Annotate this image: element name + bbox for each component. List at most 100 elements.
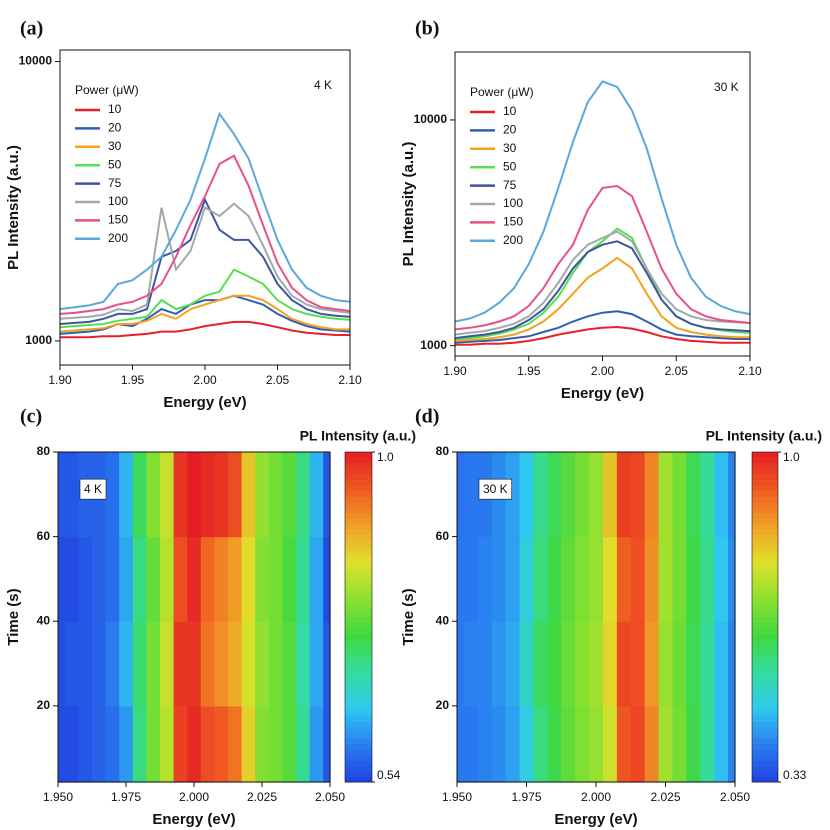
colorbar-segment — [345, 699, 372, 706]
x-tick-label: 2.10 — [338, 373, 362, 387]
colorbar-segment — [345, 661, 372, 667]
series-line — [59, 268, 351, 329]
heat-cell — [282, 536, 297, 622]
x-tick-label: 1.95 — [121, 373, 145, 387]
heat-cell — [214, 621, 229, 707]
heat-cell — [589, 705, 604, 783]
heat-cell — [658, 452, 674, 538]
heat-cell — [616, 452, 632, 538]
heat-cell — [268, 705, 283, 783]
series-line — [454, 310, 750, 344]
series-line — [59, 111, 351, 311]
heat-cell — [491, 536, 507, 622]
colorbar-segment — [345, 754, 372, 761]
heat-cell — [92, 705, 107, 783]
colorbar-title: PL Intensity (a.u.) — [706, 428, 822, 444]
heat-cell — [241, 536, 256, 622]
heat-cell — [173, 452, 188, 538]
legend-title: Power (μW) — [470, 85, 534, 99]
colorbar-tick-label: 0.33 — [783, 768, 807, 782]
legend-label: 75 — [108, 176, 122, 190]
colorbar-segment — [345, 589, 372, 596]
heat-cell — [672, 705, 687, 783]
colorbar-segment — [345, 501, 372, 508]
colorbar-segment — [752, 573, 778, 579]
heat-cell — [296, 705, 311, 783]
heat-cell — [119, 536, 134, 622]
x-tick-label: 1.975 — [111, 790, 141, 804]
heat-cell — [309, 621, 324, 707]
heat-cell — [323, 536, 331, 622]
heat-cell — [547, 536, 562, 622]
heat-cell — [728, 536, 736, 622]
heat-cell — [132, 621, 147, 707]
heat-cell — [255, 536, 270, 622]
x-tick-label: 2.050 — [315, 790, 345, 804]
heat-cell — [228, 705, 243, 783]
heat-cell — [630, 536, 646, 622]
colorbar-segment — [345, 463, 372, 469]
heat-cell — [187, 452, 202, 538]
heat-cell — [228, 621, 243, 707]
colorbar-segment — [345, 468, 372, 475]
x-axis-label: Energy (eV) — [554, 811, 637, 828]
x-tick-label: 2.000 — [179, 790, 209, 804]
heat-cell — [533, 536, 548, 622]
series-line — [454, 184, 751, 331]
heat-cell — [323, 452, 331, 538]
series-line — [59, 202, 351, 320]
heat-cell — [457, 536, 465, 622]
heat-cell — [58, 621, 66, 707]
series-line — [454, 240, 751, 340]
colorbar-segment — [752, 721, 778, 728]
heat-cell — [268, 536, 283, 622]
heat-cell — [658, 536, 674, 622]
heat-cell — [309, 705, 324, 783]
colorbar-segment — [752, 622, 778, 629]
legend-label: 50 — [503, 159, 517, 173]
heat-cell — [547, 621, 562, 707]
heat-cell — [533, 452, 548, 538]
colorbar-segment — [752, 633, 778, 640]
colorbar-segment — [752, 694, 778, 700]
colorbar-segment — [345, 479, 372, 486]
colorbar-title: PL Intensity (a.u.) — [300, 428, 416, 444]
heat-cell — [119, 705, 134, 783]
heat-cell — [561, 705, 576, 783]
heat-cell — [575, 621, 590, 707]
x-tick-label: 2.05 — [266, 373, 290, 387]
heat-cell — [686, 536, 701, 622]
heat-cell — [119, 621, 134, 707]
heat-cell — [575, 705, 590, 783]
heat-cell — [505, 452, 521, 538]
colorbar-segment — [752, 463, 778, 469]
heat-cell — [105, 536, 120, 622]
colorbar-segment — [345, 716, 372, 722]
heat-cell — [644, 536, 660, 622]
heat-cell — [686, 452, 701, 538]
x-tick-label: 2.000 — [581, 790, 611, 804]
colorbar-segment — [345, 694, 372, 700]
colorbar-segment — [752, 732, 778, 739]
colorbar-segment — [752, 595, 778, 601]
x-tick-label: 2.025 — [650, 790, 680, 804]
colorbar-segment — [752, 760, 778, 766]
colorbar-segment — [345, 578, 372, 585]
heat-cell — [575, 452, 590, 538]
legend-label: 200 — [503, 233, 523, 247]
colorbar-segment — [752, 562, 778, 568]
y-axis-label: PL Intensity (a.u.) — [5, 145, 22, 270]
colorbar-segment — [345, 523, 372, 530]
colorbar-segment — [752, 501, 778, 508]
heat-cell — [589, 536, 604, 622]
heat-cell — [200, 621, 215, 707]
heat-cell — [119, 452, 134, 538]
colorbar-segment — [752, 644, 778, 651]
heat-cell — [700, 536, 715, 622]
heat-cell — [575, 536, 590, 622]
heat-cell — [282, 705, 297, 783]
heat-cell — [296, 621, 311, 707]
heat-cell — [616, 536, 632, 622]
heat-cell — [477, 621, 493, 707]
y-tick-label: 40 — [436, 613, 450, 627]
